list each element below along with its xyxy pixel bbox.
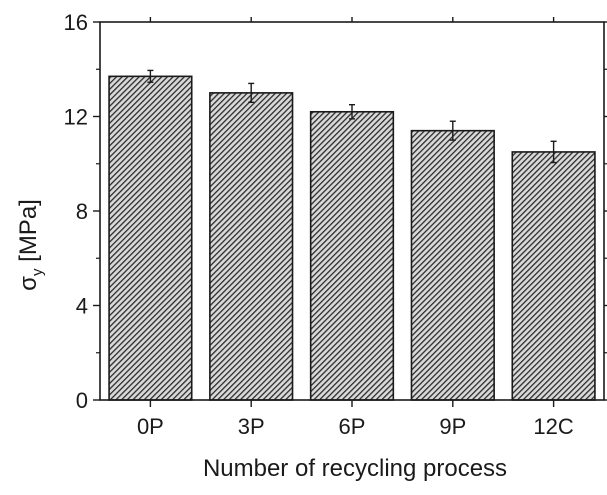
y-tick-label-16: 16 [64,10,88,35]
x-tick-label-6P: 6P [339,414,366,439]
error-bar-6P [349,103,355,120]
error-bars-layer [147,69,557,164]
labels-layer: 0P 3P 6P 9P 12C 0 4 8 12 16 [64,10,574,439]
x-tick-label-0P: 0P [137,414,164,439]
bar-9P [410,129,495,401]
bar-6P [309,110,395,401]
bar-12C [511,151,596,401]
y-tick-label-4: 4 [76,294,88,319]
error-bar-3P [248,82,255,104]
error-bar-12C [550,140,557,164]
y-axis-title-symbol: σ [15,276,42,291]
bar-0P [108,75,193,401]
y-axis-title: σy [MPa] [15,199,46,291]
plot-frame [99,21,605,401]
y-axis-title-unit: [MPa] [15,199,42,268]
y-tick-label-0: 0 [76,388,88,413]
error-bar-9P [449,120,456,141]
x-tick-label-9P: 9P [439,414,466,439]
bars-layer [108,75,596,401]
y-tick-label-8: 8 [76,199,88,224]
error-bar-0P [147,69,154,83]
axes-layer [93,17,607,407]
y-tick-label-12: 12 [64,105,88,130]
x-axis-title: Number of recycling process [203,455,507,482]
bar-3P [209,92,294,401]
y-axis-title-subscript: y [29,268,46,276]
x-tick-label-3P: 3P [238,414,265,439]
x-tick-label-12C: 12C [533,414,573,439]
